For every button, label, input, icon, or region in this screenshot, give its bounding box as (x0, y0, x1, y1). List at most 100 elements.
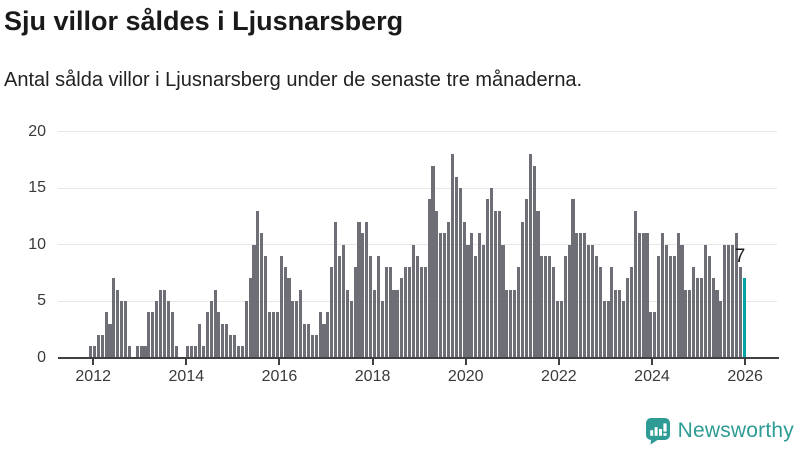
y-axis-label-0: 0 (37, 348, 46, 366)
bar (373, 289, 377, 358)
bar (404, 267, 408, 358)
bar (190, 346, 194, 358)
bar (505, 289, 509, 358)
bar (120, 301, 124, 358)
bar (369, 255, 373, 358)
bar (664, 244, 668, 358)
bar (217, 312, 221, 358)
bar (680, 244, 684, 358)
value-annotation: 7 (734, 246, 746, 268)
bar (361, 233, 365, 358)
y-axis-label-10: 10 (28, 235, 46, 253)
bar (540, 255, 544, 358)
newsworthy-logo-text: Newsworthy (677, 419, 794, 442)
x-axis-tick-2022 (557, 358, 560, 365)
bar (684, 289, 688, 358)
bar (641, 233, 645, 358)
bar (244, 301, 248, 358)
bar (89, 346, 93, 358)
bar (575, 233, 579, 358)
bar (221, 323, 225, 358)
bar (135, 346, 139, 358)
bar (637, 233, 641, 358)
bar (236, 346, 240, 358)
bar (112, 278, 116, 358)
bar (96, 334, 100, 358)
bar (365, 222, 369, 358)
bar (143, 346, 147, 358)
bar (723, 244, 727, 358)
bar (232, 334, 237, 358)
bar (470, 233, 474, 358)
bar (435, 210, 439, 358)
gridline-20 (58, 131, 777, 133)
bar (727, 244, 731, 358)
bar (349, 301, 353, 358)
newsworthy-logo: Newsworthy (644, 416, 794, 446)
x-axis-line (58, 356, 779, 359)
bar (478, 233, 482, 358)
bar (622, 301, 626, 358)
bar (225, 323, 229, 358)
bar (594, 255, 598, 358)
bar (240, 346, 244, 358)
bar (318, 312, 322, 358)
bar (501, 244, 505, 358)
bar (571, 199, 575, 358)
x-axis-label-2014: 2014 (168, 368, 205, 385)
bar (338, 255, 342, 358)
bar (699, 278, 703, 358)
page-title: Sju villor såldes i Ljusnarsberg (4, 6, 404, 36)
bar (450, 154, 454, 358)
bar (252, 244, 256, 358)
bar (458, 188, 462, 358)
x-axis-label-2016: 2016 (261, 368, 298, 385)
bar (388, 267, 392, 358)
bar (205, 312, 209, 358)
bar (587, 244, 591, 358)
bar (657, 255, 661, 358)
bar (443, 233, 447, 358)
bar (256, 210, 260, 358)
x-axis-label-2024: 2024 (634, 368, 670, 385)
bar (668, 255, 672, 358)
bar (711, 278, 715, 358)
bar (590, 244, 595, 358)
x-axis-label-2012: 2012 (75, 368, 111, 385)
bar (734, 233, 738, 358)
bar (548, 255, 552, 358)
bar (174, 346, 178, 358)
y-axis-label-15: 15 (28, 179, 46, 197)
x-axis-tick-2020 (464, 358, 467, 365)
x-axis-label-2020: 2020 (447, 368, 484, 385)
bar (618, 289, 622, 358)
bar (353, 267, 357, 358)
bar (528, 154, 532, 358)
bar (100, 334, 104, 358)
bar (299, 289, 303, 358)
bar (489, 188, 493, 358)
bar (330, 267, 334, 358)
bar (396, 289, 400, 358)
bar (303, 323, 307, 358)
bar (520, 222, 524, 358)
bar (563, 255, 567, 358)
bar (552, 267, 556, 358)
bar (104, 312, 108, 358)
bar (719, 301, 723, 358)
bar (291, 301, 295, 358)
bar (707, 255, 711, 358)
bar (695, 278, 700, 358)
x-axis-tick-2018 (371, 358, 374, 365)
bar (629, 267, 633, 358)
bar (151, 312, 155, 358)
bar (738, 267, 742, 358)
bar (731, 244, 735, 358)
bar (92, 346, 96, 358)
bar (201, 346, 205, 358)
bar (357, 222, 361, 358)
bar (466, 244, 470, 358)
bar (345, 289, 349, 358)
bar (676, 233, 680, 358)
bar (108, 323, 112, 358)
